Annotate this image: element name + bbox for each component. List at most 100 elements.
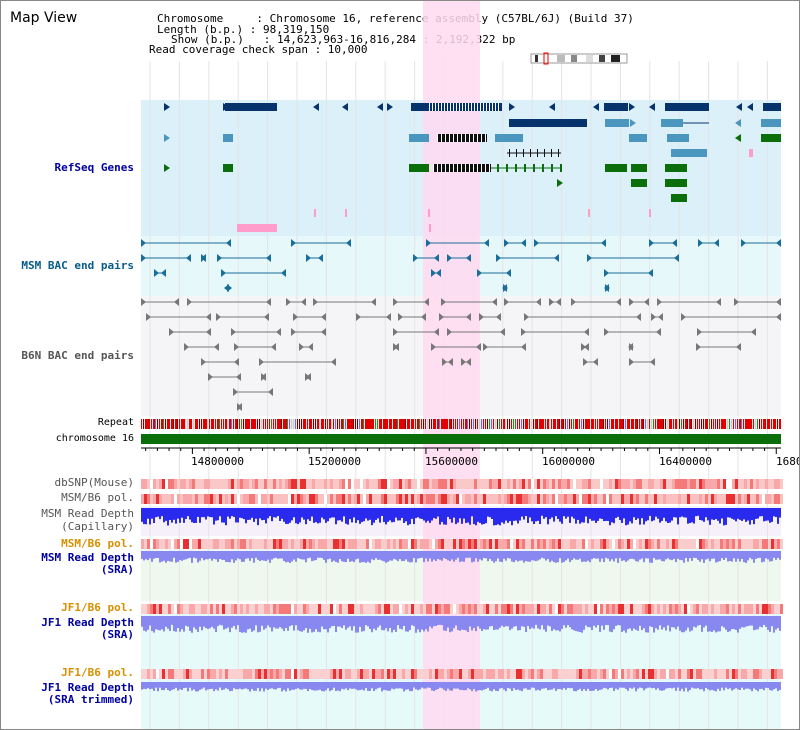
jf1-depth-sra-bar bbox=[483, 616, 485, 630]
jf1-pol-mark bbox=[303, 604, 306, 614]
msm-pol-sra-mark bbox=[303, 539, 306, 549]
msm-depth-sra-bar bbox=[243, 551, 245, 562]
jf1-pol-mark bbox=[513, 604, 516, 614]
bac-end-marker bbox=[259, 358, 264, 366]
msm-depth-sra-bar bbox=[555, 551, 557, 563]
jf1-pol-trim-mark bbox=[744, 669, 747, 679]
msm-depth-sra-bar bbox=[559, 551, 561, 559]
msm-depth-capillary-bar bbox=[347, 508, 349, 525]
jf1-depth-trim-bar bbox=[211, 682, 213, 689]
msm-depth-capillary-bar bbox=[779, 508, 781, 518]
repeat-mark bbox=[581, 419, 582, 429]
jf1-pol-mark bbox=[681, 604, 684, 614]
gene-exon bbox=[551, 149, 552, 157]
msm-depth-capillary-bar bbox=[365, 508, 367, 519]
msm-depth-sra-bar bbox=[375, 551, 377, 559]
repeat-mark bbox=[541, 419, 543, 429]
repeat-mark bbox=[195, 419, 197, 429]
gene-exon-gap bbox=[456, 103, 457, 111]
msm-depth-sra-bar bbox=[193, 551, 195, 558]
repeat-mark bbox=[599, 419, 601, 429]
ideogram-band bbox=[599, 55, 605, 62]
msm-bac-label[interactable]: MSM BAC end pairs bbox=[21, 259, 134, 272]
jf1-pol-mark bbox=[645, 604, 648, 614]
msm-pol-sra-mark bbox=[549, 539, 552, 549]
jf1-depth-sra-bar bbox=[393, 616, 395, 630]
msm-pol-sra-mark bbox=[240, 539, 243, 549]
gene-exon-gap bbox=[453, 134, 454, 142]
msm-pol-sra-mark bbox=[234, 539, 237, 549]
msm-depth-capillary-bar bbox=[509, 508, 511, 522]
msm-depth-capillary-bar bbox=[651, 508, 653, 522]
dbsnp-mark bbox=[345, 479, 348, 489]
jf1-depth-trim-bar bbox=[153, 682, 155, 691]
msm-depth-sra-bar bbox=[725, 551, 727, 558]
gene-exon bbox=[560, 164, 562, 172]
jf1-depth-trim-bar bbox=[289, 682, 291, 691]
jf1-pol-mark bbox=[216, 604, 219, 614]
msm-pol-sra-mark bbox=[456, 539, 459, 549]
jf1-depth-trim-bar bbox=[763, 682, 765, 691]
jf1-pol-mark bbox=[522, 604, 525, 614]
dbsnp-mark bbox=[666, 479, 669, 489]
msm-pol-mark bbox=[468, 494, 471, 504]
msm-depth-sra-bar bbox=[629, 551, 631, 559]
jf1-depth-sra-bar bbox=[653, 616, 655, 633]
jf1-pol-trim-mark bbox=[726, 669, 729, 679]
jf1-depth-trim-bar bbox=[643, 682, 645, 691]
msm-depth-sra-bar bbox=[737, 551, 739, 559]
dbsnp-mark bbox=[744, 479, 747, 489]
jf1-depth-sra-bar bbox=[775, 616, 777, 630]
msm-depth-sra-bar bbox=[619, 551, 621, 559]
jf1-depth-trim-bar bbox=[651, 682, 653, 689]
b6n-bac-label[interactable]: B6N BAC end pairs bbox=[21, 349, 134, 362]
jf1-depth-sra-bar bbox=[519, 616, 521, 631]
jf1-pol-trim-mark bbox=[714, 669, 717, 679]
msm-depth-sra-bar bbox=[711, 551, 713, 559]
jf1-depth-sra-bar bbox=[389, 616, 391, 629]
jf1-depth-sra-bar bbox=[165, 616, 167, 627]
gene-block bbox=[509, 119, 587, 127]
msm-pol-sra-mark bbox=[396, 539, 399, 549]
jf1-depth-sra-bar bbox=[407, 616, 409, 632]
msm-pol-mark bbox=[372, 494, 375, 504]
msm-depth-sra-bar bbox=[515, 551, 517, 561]
jf1-pol-mark bbox=[366, 604, 369, 614]
dbsnp-mark bbox=[228, 479, 231, 489]
gene-block bbox=[411, 103, 429, 111]
jf1-pol-mark bbox=[399, 604, 402, 614]
msm-pol-sra-mark bbox=[369, 539, 372, 549]
repeat-mark bbox=[431, 419, 432, 429]
repeat-mark bbox=[555, 419, 556, 429]
msm-pol-mark bbox=[432, 494, 435, 504]
gene-chevron bbox=[313, 103, 319, 111]
refseq-genes-label[interactable]: RefSeq Genes bbox=[54, 161, 134, 174]
jf1-pol-mark bbox=[564, 604, 567, 614]
msm-depth-capillary-bar bbox=[271, 508, 273, 522]
bac-end-marker bbox=[291, 328, 296, 336]
msm-depth-sra-bar bbox=[723, 551, 725, 560]
jf1-depth-sra-bar bbox=[579, 616, 581, 633]
msm-pol-mark bbox=[165, 494, 168, 504]
msm-pol-sra-mark bbox=[666, 539, 669, 549]
bac-end-marker bbox=[187, 298, 192, 306]
jf1-depth-sra-bar bbox=[327, 616, 329, 633]
jf1-depth-sra-bar bbox=[235, 616, 237, 630]
dbsnp-mark bbox=[207, 479, 210, 489]
msm-depth-capillary-bar bbox=[269, 508, 271, 517]
dbsnp-mark bbox=[351, 479, 354, 489]
msm-depth-sra-bar bbox=[393, 551, 395, 559]
jf1-pol-trim-mark bbox=[558, 669, 561, 679]
gene-exon-gap bbox=[444, 103, 445, 111]
dbsnp-mark bbox=[381, 479, 384, 489]
jf1-pol-trim-mark bbox=[693, 669, 696, 679]
repeat-mark bbox=[645, 419, 646, 429]
jf1-depth-trim-bar bbox=[301, 682, 303, 690]
dbsnp-mark bbox=[192, 479, 195, 489]
bac-end-marker bbox=[201, 358, 206, 366]
msm-depth-sra-bar bbox=[517, 551, 519, 562]
gene-exon bbox=[551, 164, 553, 172]
repeat-mark bbox=[543, 419, 544, 429]
gene-block bbox=[665, 103, 709, 111]
